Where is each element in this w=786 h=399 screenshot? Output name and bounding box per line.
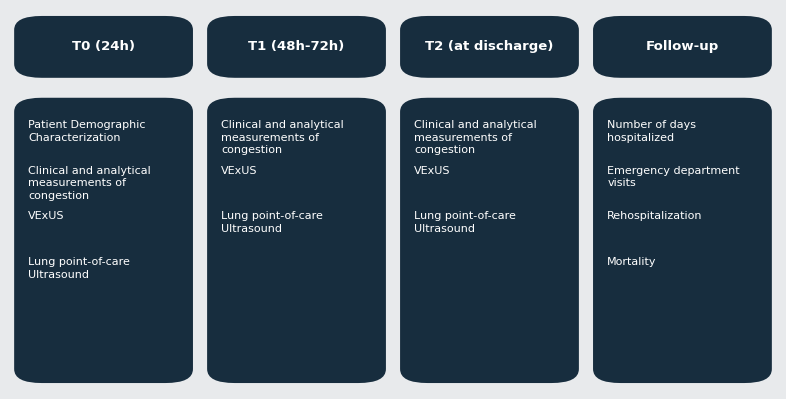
Text: VExUS: VExUS (28, 211, 64, 221)
FancyBboxPatch shape (14, 98, 193, 383)
Text: Lung point-of-care
Ultrasound: Lung point-of-care Ultrasound (222, 211, 323, 234)
Text: VExUS: VExUS (222, 166, 258, 176)
Text: Clinical and analytical
measurements of
congestion: Clinical and analytical measurements of … (414, 120, 537, 155)
FancyBboxPatch shape (207, 98, 386, 383)
FancyBboxPatch shape (593, 16, 772, 78)
FancyBboxPatch shape (14, 16, 193, 78)
Text: Lung point-of-care
Ultrasound: Lung point-of-care Ultrasound (28, 257, 130, 280)
Text: T1 (48h-72h): T1 (48h-72h) (248, 40, 344, 53)
Text: Rehospitalization: Rehospitalization (607, 211, 703, 221)
Text: Patient Demographic
Characterization: Patient Demographic Characterization (28, 120, 145, 142)
Text: Follow-up: Follow-up (646, 40, 719, 53)
Text: VExUS: VExUS (414, 166, 450, 176)
Text: Clinical and analytical
measurements of
congestion: Clinical and analytical measurements of … (28, 166, 151, 201)
FancyBboxPatch shape (207, 16, 386, 78)
Text: Mortality: Mortality (607, 257, 656, 267)
FancyBboxPatch shape (400, 98, 578, 383)
Text: Emergency department
visits: Emergency department visits (607, 166, 740, 188)
Text: T2 (at discharge): T2 (at discharge) (425, 40, 553, 53)
FancyBboxPatch shape (593, 98, 772, 383)
Text: Clinical and analytical
measurements of
congestion: Clinical and analytical measurements of … (222, 120, 344, 155)
Text: Lung point-of-care
Ultrasound: Lung point-of-care Ultrasound (414, 211, 516, 234)
Text: T0 (24h): T0 (24h) (72, 40, 135, 53)
Text: Number of days
hospitalized: Number of days hospitalized (607, 120, 696, 142)
FancyBboxPatch shape (400, 16, 578, 78)
